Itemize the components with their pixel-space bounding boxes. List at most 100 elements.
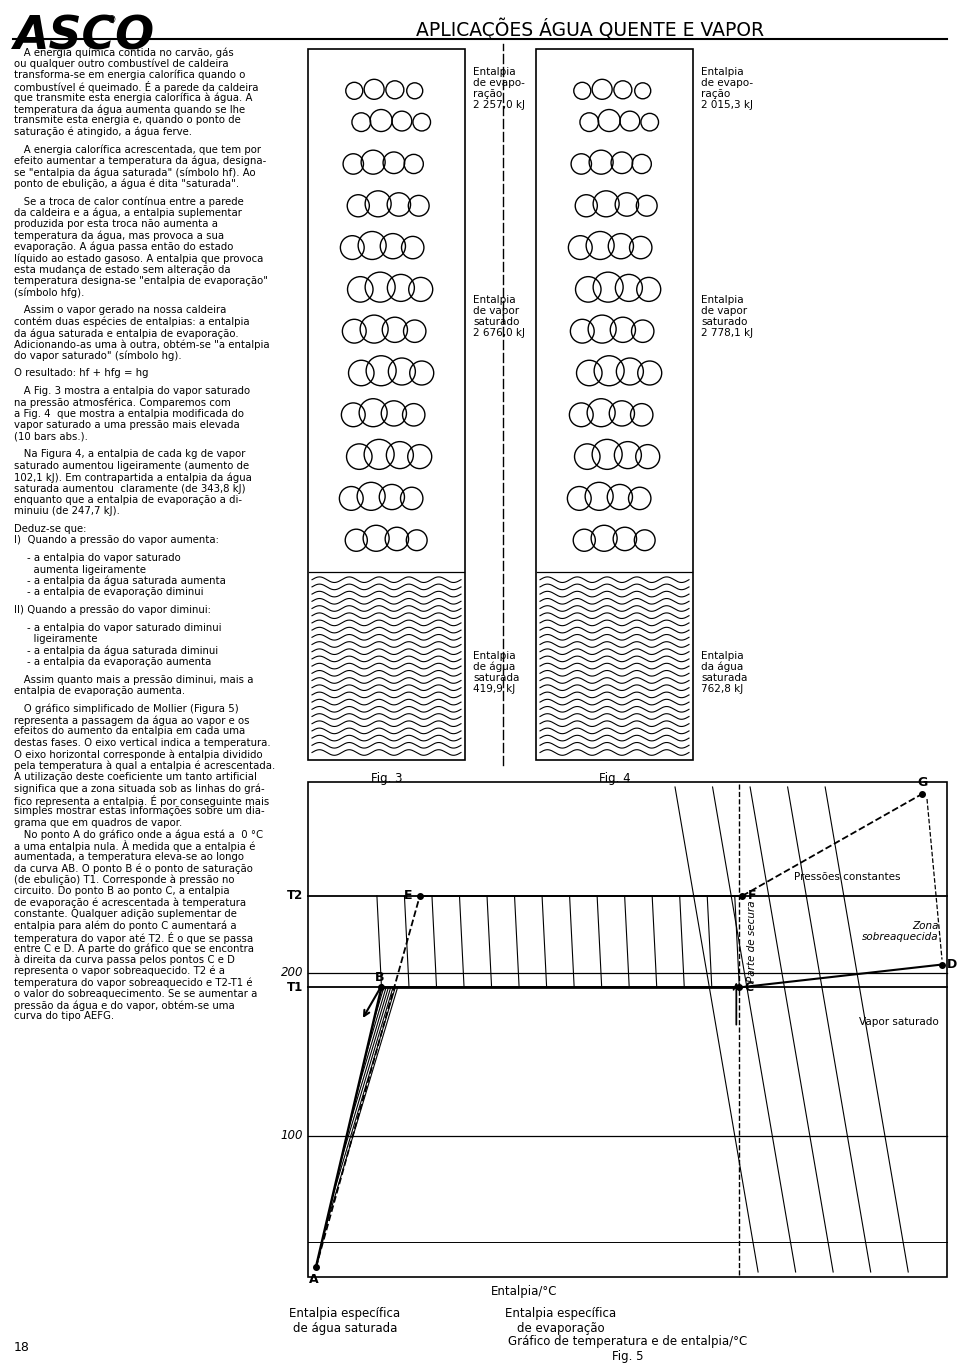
Text: 419,9 kJ: 419,9 kJ bbox=[473, 683, 516, 694]
Text: O eixo horizontal corresponde à entalpia dividido: O eixo horizontal corresponde à entalpia… bbox=[14, 749, 263, 760]
Text: enquanto que a entalpia de evaporação a di-: enquanto que a entalpia de evaporação a … bbox=[14, 495, 242, 505]
Text: I)  Quando a pressão do vapor aumenta:: I) Quando a pressão do vapor aumenta: bbox=[14, 535, 219, 546]
Text: grama que em quadros de vapor.: grama que em quadros de vapor. bbox=[14, 818, 182, 827]
Text: Entalpia: Entalpia bbox=[473, 67, 516, 77]
Text: A energia química contida no carvão, gás: A energia química contida no carvão, gás bbox=[14, 47, 233, 58]
Text: pela temperatura à qual a entalpia é acrescentada.: pela temperatura à qual a entalpia é acr… bbox=[14, 760, 276, 771]
Text: na pressão atmosférica. Comparemos com: na pressão atmosférica. Comparemos com bbox=[14, 398, 230, 407]
Text: 100: 100 bbox=[280, 1129, 303, 1143]
Text: saturada aumentou  claramente (de 343,8 kJ): saturada aumentou claramente (de 343,8 k… bbox=[14, 483, 246, 494]
Text: C: C bbox=[745, 981, 754, 993]
Text: temperatura designa-se "entalpia de evaporação": temperatura designa-se "entalpia de evap… bbox=[14, 276, 268, 287]
Text: ASCO: ASCO bbox=[14, 15, 156, 60]
Text: Entalpia: Entalpia bbox=[701, 650, 744, 661]
Text: o valor do sobreaquecimento. Se se aumentar a: o valor do sobreaquecimento. Se se aumen… bbox=[14, 989, 257, 999]
Text: temperatura do vapor até T2. É o que se passa: temperatura do vapor até T2. É o que se … bbox=[14, 932, 253, 944]
Text: ração: ração bbox=[473, 89, 502, 99]
Text: que transmite esta energia calorífica à água. A: que transmite esta energia calorífica à … bbox=[14, 92, 252, 103]
Text: constante. Qualquer adição suplementar de: constante. Qualquer adição suplementar d… bbox=[14, 908, 237, 919]
Text: minuiu (de 247,7 kJ).: minuiu (de 247,7 kJ). bbox=[14, 506, 120, 516]
Text: B: B bbox=[374, 971, 384, 984]
Text: Assim quanto mais a pressão diminui, mais a: Assim quanto mais a pressão diminui, mai… bbox=[14, 675, 253, 685]
Text: Entalpia: Entalpia bbox=[701, 295, 744, 306]
Text: Fig. 4: Fig. 4 bbox=[599, 772, 631, 785]
Text: ligeiramente: ligeiramente bbox=[14, 634, 98, 643]
Text: representa a passagem da água ao vapor e os: representa a passagem da água ao vapor e… bbox=[14, 715, 250, 726]
Text: - a entalpia da evaporação aumenta: - a entalpia da evaporação aumenta bbox=[14, 657, 211, 667]
Text: vapor saturado a uma pressão mais elevada: vapor saturado a uma pressão mais elevad… bbox=[14, 420, 240, 431]
Text: No ponto A do gráfico onde a água está a  0 °C: No ponto A do gráfico onde a água está a… bbox=[14, 829, 263, 840]
Text: pressão da água e do vapor, obtém-se uma: pressão da água e do vapor, obtém-se uma bbox=[14, 1000, 235, 1011]
Text: 2 015,3 kJ: 2 015,3 kJ bbox=[701, 100, 753, 110]
Text: Entalpia: Entalpia bbox=[473, 650, 516, 661]
Text: circuito. Do ponto B ao ponto C, a entalpia: circuito. Do ponto B ao ponto C, a ental… bbox=[14, 886, 229, 896]
Text: ponto de ebulição, a água é dita "saturada".: ponto de ebulição, a água é dita "satura… bbox=[14, 178, 239, 189]
Text: evaporação. A água passa então do estado: evaporação. A água passa então do estado bbox=[14, 241, 233, 252]
Text: produzida por esta troca não aumenta a: produzida por esta troca não aumenta a bbox=[14, 220, 218, 229]
Text: da caldeira e a água, a entalpia suplementar: da caldeira e a água, a entalpia supleme… bbox=[14, 207, 242, 218]
Text: T1: T1 bbox=[287, 981, 303, 993]
Text: saturado: saturado bbox=[701, 317, 748, 328]
Text: 2 257,0 kJ: 2 257,0 kJ bbox=[473, 100, 525, 110]
Text: O gráfico simplificado de Mollier (Figura 5): O gráfico simplificado de Mollier (Figur… bbox=[14, 704, 239, 715]
Text: de evaporação é acrescentada à temperatura: de evaporação é acrescentada à temperatu… bbox=[14, 897, 246, 908]
Text: temperatura do vapor sobreaquecido e T2-T1 é: temperatura do vapor sobreaquecido e T2-… bbox=[14, 977, 252, 988]
Text: Zona
sobreaquecida: Zona sobreaquecida bbox=[862, 921, 939, 943]
Text: F: F bbox=[748, 889, 756, 903]
Text: da água saturada e entalpia de evaporação.: da água saturada e entalpia de evaporaçã… bbox=[14, 328, 239, 339]
Text: A energia calorífica acrescentada, que tem por: A energia calorífica acrescentada, que t… bbox=[14, 144, 261, 155]
Text: O resultado: hf + hfg = hg: O resultado: hf + hfg = hg bbox=[14, 369, 149, 379]
Text: II) Quando a pressão do vapor diminui:: II) Quando a pressão do vapor diminui: bbox=[14, 605, 211, 615]
Text: se "entalpia da água saturada" (símbolo hf). Ao: se "entalpia da água saturada" (símbolo … bbox=[14, 167, 255, 178]
Text: E: E bbox=[403, 889, 412, 903]
Text: esta mudança de estado sem alteração da: esta mudança de estado sem alteração da bbox=[14, 265, 230, 274]
Text: Entalpia: Entalpia bbox=[701, 67, 744, 77]
Text: destas fases. O eixo vertical indica a temperatura.: destas fases. O eixo vertical indica a t… bbox=[14, 738, 271, 748]
Text: APLICAÇÕES ÁGUA QUENTE E VAPOR: APLICAÇÕES ÁGUA QUENTE E VAPOR bbox=[416, 18, 764, 41]
Text: 2 778,1 kJ: 2 778,1 kJ bbox=[701, 328, 754, 339]
Text: entalpia de evaporação aumenta.: entalpia de evaporação aumenta. bbox=[14, 686, 185, 696]
Text: 18: 18 bbox=[14, 1340, 30, 1354]
Text: a Fig. 4  que mostra a entalpia modificada do: a Fig. 4 que mostra a entalpia modificad… bbox=[14, 409, 244, 418]
Text: Na Figura 4, a entalpia de cada kg de vapor: Na Figura 4, a entalpia de cada kg de va… bbox=[14, 450, 246, 460]
Text: saturado: saturado bbox=[473, 317, 519, 328]
Text: significa que a zona situada sob as linhas do grá-: significa que a zona situada sob as linh… bbox=[14, 783, 265, 794]
Text: 762,8 kJ: 762,8 kJ bbox=[701, 683, 743, 694]
Text: efeitos do aumento da entalpia em cada uma: efeitos do aumento da entalpia em cada u… bbox=[14, 726, 245, 737]
Text: transforma-se em energia calorífica quando o: transforma-se em energia calorífica quan… bbox=[14, 70, 246, 81]
Text: - a entalpia da água saturada diminui: - a entalpia da água saturada diminui bbox=[14, 645, 218, 656]
Text: saturada: saturada bbox=[473, 672, 519, 683]
Text: D: D bbox=[947, 958, 957, 971]
Text: entalpia para além do ponto C aumentará a: entalpia para além do ponto C aumentará … bbox=[14, 921, 236, 930]
Text: combustível é queimado. É a parede da caldeira: combustível é queimado. É a parede da ca… bbox=[14, 81, 258, 93]
Text: transmite esta energia e, quando o ponto de: transmite esta energia e, quando o ponto… bbox=[14, 115, 241, 125]
Text: - a entalpia da água saturada aumenta: - a entalpia da água saturada aumenta bbox=[14, 576, 226, 586]
Text: temperatura da água, mas provoca a sua: temperatura da água, mas provoca a sua bbox=[14, 230, 224, 241]
Text: 200: 200 bbox=[280, 966, 303, 980]
Text: temperatura da água aumenta quando se lhe: temperatura da água aumenta quando se lh… bbox=[14, 104, 245, 114]
Text: simples mostrar estas informações sobre um dia-: simples mostrar estas informações sobre … bbox=[14, 807, 265, 816]
Bar bbox=[536, 49, 693, 760]
Text: fico representa a entalpia. É por conseguinte mais: fico representa a entalpia. É por conseg… bbox=[14, 794, 269, 807]
Text: ou qualquer outro combustível de caldeira: ou qualquer outro combustível de caldeir… bbox=[14, 59, 228, 69]
Text: de água: de água bbox=[473, 661, 516, 672]
Text: T2: T2 bbox=[287, 889, 303, 903]
Text: (10 bars abs.).: (10 bars abs.). bbox=[14, 432, 88, 442]
Text: A utilização deste coeficiente um tanto artificial: A utilização deste coeficiente um tanto … bbox=[14, 772, 257, 782]
Text: da água: da água bbox=[701, 661, 743, 672]
Text: Se a troca de calor contínua entre a parede: Se a troca de calor contínua entre a par… bbox=[14, 196, 244, 207]
Text: Assim o vapor gerado na nossa caldeira: Assim o vapor gerado na nossa caldeira bbox=[14, 305, 227, 316]
Text: Vapor saturado: Vapor saturado bbox=[859, 1018, 939, 1028]
Text: Parte de secura: Parte de secura bbox=[747, 901, 757, 982]
Text: aumentada, a temperatura eleva-se ao longo: aumentada, a temperatura eleva-se ao lon… bbox=[14, 852, 244, 862]
Text: Entalpia específica
de água saturada: Entalpia específica de água saturada bbox=[289, 1308, 400, 1335]
Text: saturado aumentou ligeiramente (aumento de: saturado aumentou ligeiramente (aumento … bbox=[14, 461, 250, 471]
Text: 2 676,0 kJ: 2 676,0 kJ bbox=[473, 328, 525, 339]
Text: contém duas espécies de entalpias: a entalpia: contém duas espécies de entalpias: a ent… bbox=[14, 317, 250, 327]
Text: saturação é atingido, a água ferve.: saturação é atingido, a água ferve. bbox=[14, 126, 192, 137]
Text: Pressões constantes: Pressões constantes bbox=[794, 871, 900, 882]
Text: de evapо-: de evapо- bbox=[473, 78, 525, 88]
Bar bbox=[308, 782, 947, 1277]
Text: Fig. 5: Fig. 5 bbox=[612, 1350, 643, 1362]
Text: - a entalpia do vapor saturado: - a entalpia do vapor saturado bbox=[14, 553, 180, 563]
